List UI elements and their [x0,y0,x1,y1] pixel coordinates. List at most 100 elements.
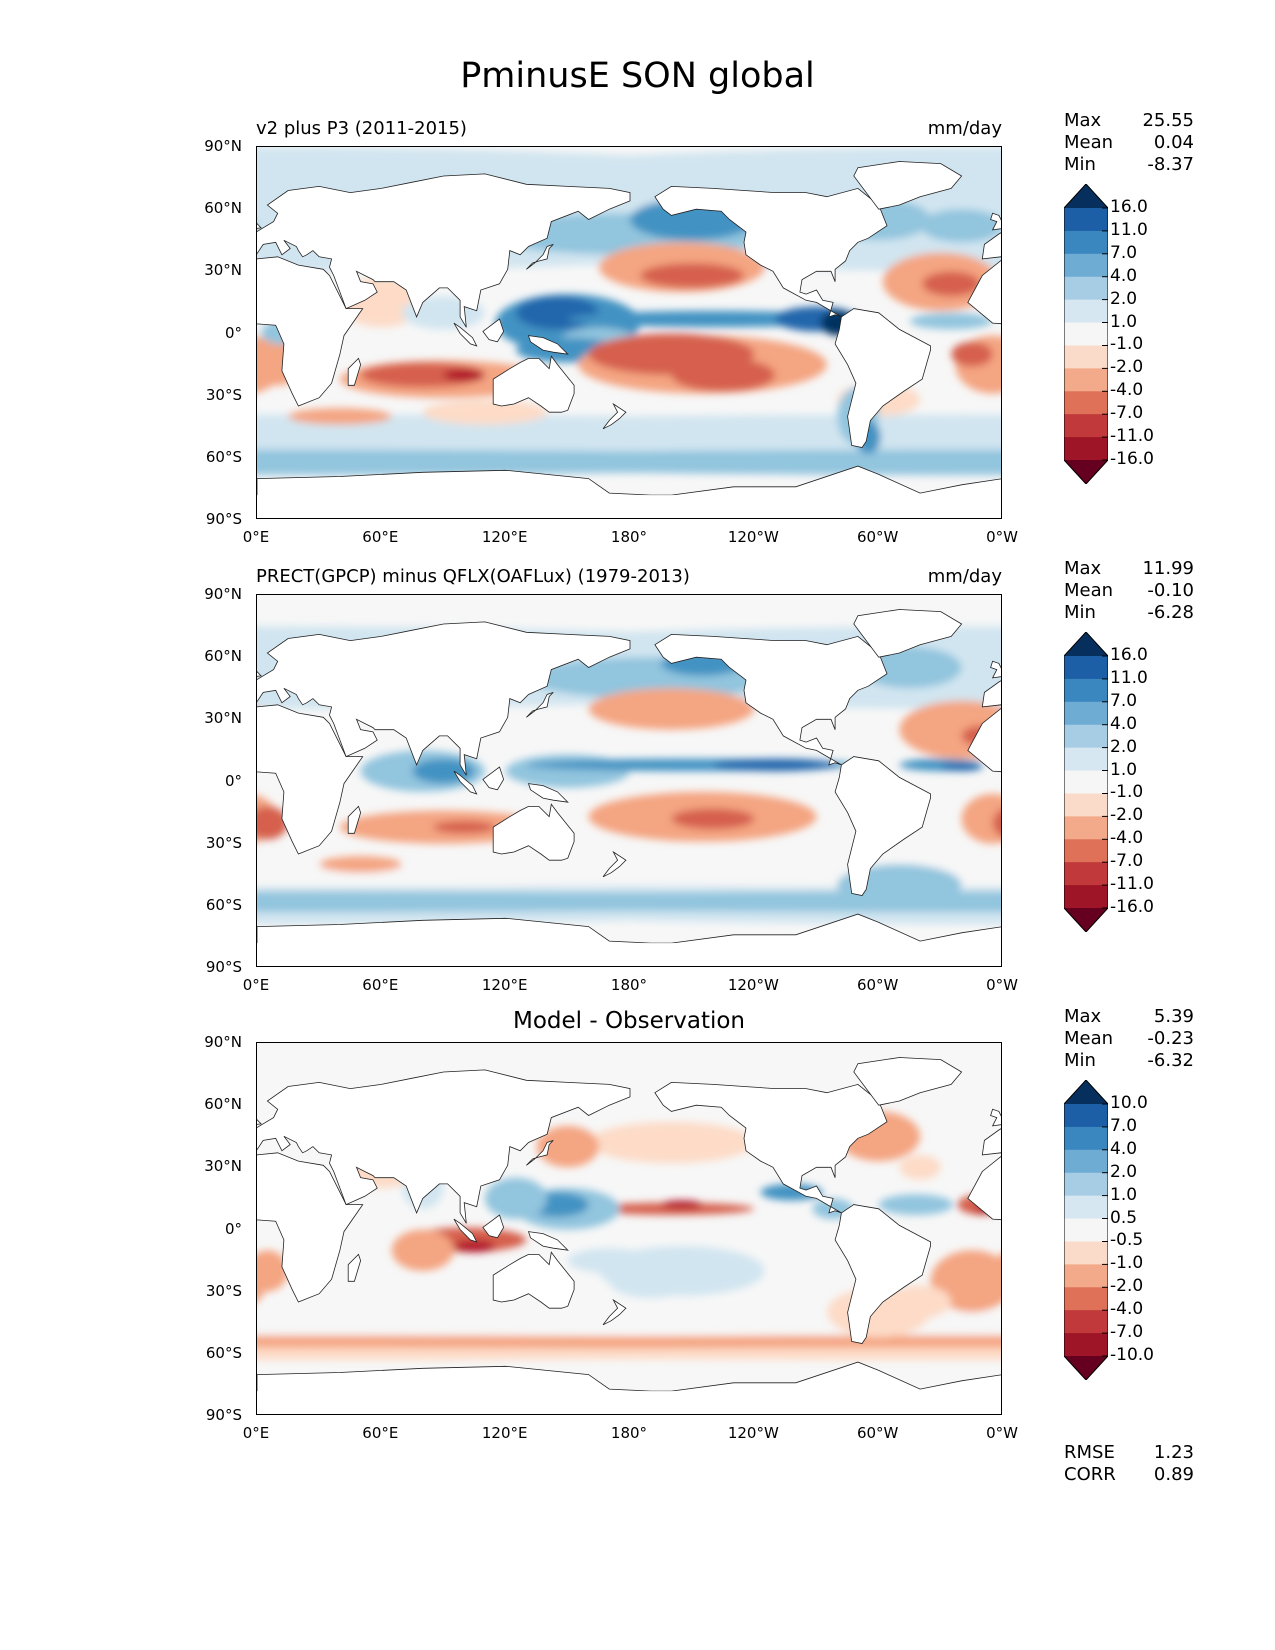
lat-tick-label: 60°N [204,1095,242,1114]
panel-difference: Model - Observation Max 5.39 Mean -0.23 Mi… [0,1006,1275,1512]
colorbar-tick-label: -1.0 [1110,782,1144,803]
field-blob [391,1229,454,1271]
coastline-northamerica [654,185,888,318]
mean-value: -0.10 [1147,580,1194,601]
coastline-greenland [853,161,963,210]
field-blob [257,1250,289,1292]
lon-tick-label: 120°W [727,1424,779,1442]
field-blob [671,808,755,830]
coastline-australia [492,355,575,413]
colorbar-extend-top [1064,184,1108,208]
field-blob [257,1347,1001,1360]
field-blob [712,758,838,772]
colorbar-segment [1064,253,1108,278]
coastline-eurasia [981,1128,1001,1156]
antarctic-fill [257,1391,1001,1414]
max-value: 5.39 [1153,1006,1194,1027]
colorbar-tick-label: -2.0 [1110,1276,1144,1297]
max-value: 25.55 [1142,110,1194,131]
lon-tick-label: 0°W [986,528,1018,546]
coastline-africa [967,259,1001,325]
max-label: Max [1064,558,1102,579]
colorbar-tick-label: 1.0 [1110,759,1138,780]
coastline-madagascar [347,357,362,386]
lat-tick-label: 30°N [204,1157,242,1176]
colorbar-segment [1064,885,1108,909]
lon-tick-label: 120°E [481,976,528,994]
colorbar-tick-label: 1.0 [1110,311,1138,332]
coastline-australia [492,1251,575,1309]
coastline-borneo [482,318,505,343]
colorbar [1063,1079,1109,1381]
colorbar-segment [1064,1126,1108,1151]
coastline-newguinea [527,783,569,803]
colorbar-segment [1064,276,1108,301]
field-blob [536,1125,599,1168]
mean-value: -0.23 [1147,1028,1194,1049]
antarctic-fill [257,495,1001,518]
colorbar-tick-label: 16.0 [1110,197,1148,217]
colorbar [1063,183,1109,485]
colorbar-segment [1064,437,1108,461]
lon-tick-label: 0°W [986,1424,1018,1442]
lat-tick-label: 90°S [205,958,242,976]
coastline-eurasia [257,173,631,328]
colorbar-tick-label: -4.0 [1110,1299,1144,1320]
coastline-borneo [482,1214,505,1239]
field-blob [443,368,485,382]
lat-tick-label: 60°S [205,895,242,914]
colorbar-tick-label: 11.0 [1110,667,1148,688]
colorbar-extend-top [1064,632,1108,656]
field-blob [922,271,981,297]
lat-tick-label: 60°N [204,199,242,218]
coastline-uk [990,212,1001,231]
field-blob [661,1200,703,1209]
coastline-newguinea [527,335,569,355]
colorbar-segment [1064,816,1108,840]
corr-value: 0.89 [1153,1464,1194,1485]
colorbar-tick-label: 1.0 [1110,1184,1138,1205]
field-blob [257,449,1001,475]
colorbar [1063,631,1109,933]
mean-label: Mean [1064,1028,1114,1049]
colorbar-tick-label: 2.0 [1110,288,1138,309]
mean-label: Mean [1064,580,1114,601]
coastline-japan [526,244,554,270]
field-blob [671,358,776,392]
field-blob [889,1285,952,1319]
coastline-southamerica [834,1204,931,1344]
coastline-japan [526,1140,554,1166]
lon-tick-label: 60°E [362,528,399,546]
colorbar-segment [1064,208,1108,232]
lat-tick-label: 60°S [205,447,242,466]
lat-tick-label: 60°S [205,1343,242,1362]
field-blob [609,1264,693,1298]
colorbar-tick-label: 4.0 [1110,1138,1138,1159]
colorbar-tick-label: -11.0 [1110,426,1154,447]
colorbar-tick-label: -1.0 [1110,334,1144,355]
coastline-newguinea [527,1231,569,1251]
field-blob [588,1121,755,1164]
lon-tick-label: 60°W [856,1424,899,1442]
map-svg [257,1043,1001,1414]
min-label: Min [1064,154,1096,175]
lat-tick-label: 0° [224,323,242,342]
rmse-label: RMSE [1064,1442,1115,1463]
colorbar-tick-label: -16.0 [1110,897,1154,917]
colorbar-segment [1064,1264,1108,1288]
max-label: Max [1064,110,1102,131]
colorbar-segment [1064,299,1108,324]
coastline-southamerica [834,308,931,448]
field-blob [951,341,993,367]
coastline-australia [492,803,575,861]
min-value: -6.32 [1147,1050,1194,1071]
colorbar-segment [1064,345,1108,369]
panel-model: v2 plus P3 (2011-2015) mm/day Max 25.55 M… [0,110,1275,616]
field-blob [567,1248,651,1273]
colorbar-segment [1064,322,1108,346]
lon-tick-label: 180° [610,1424,648,1442]
coastline-africa [257,1152,364,1303]
colorbar-tick-label: -10.0 [1110,1345,1154,1365]
lat-tick-label: 90°S [205,510,242,528]
map-area [256,1042,1002,1415]
